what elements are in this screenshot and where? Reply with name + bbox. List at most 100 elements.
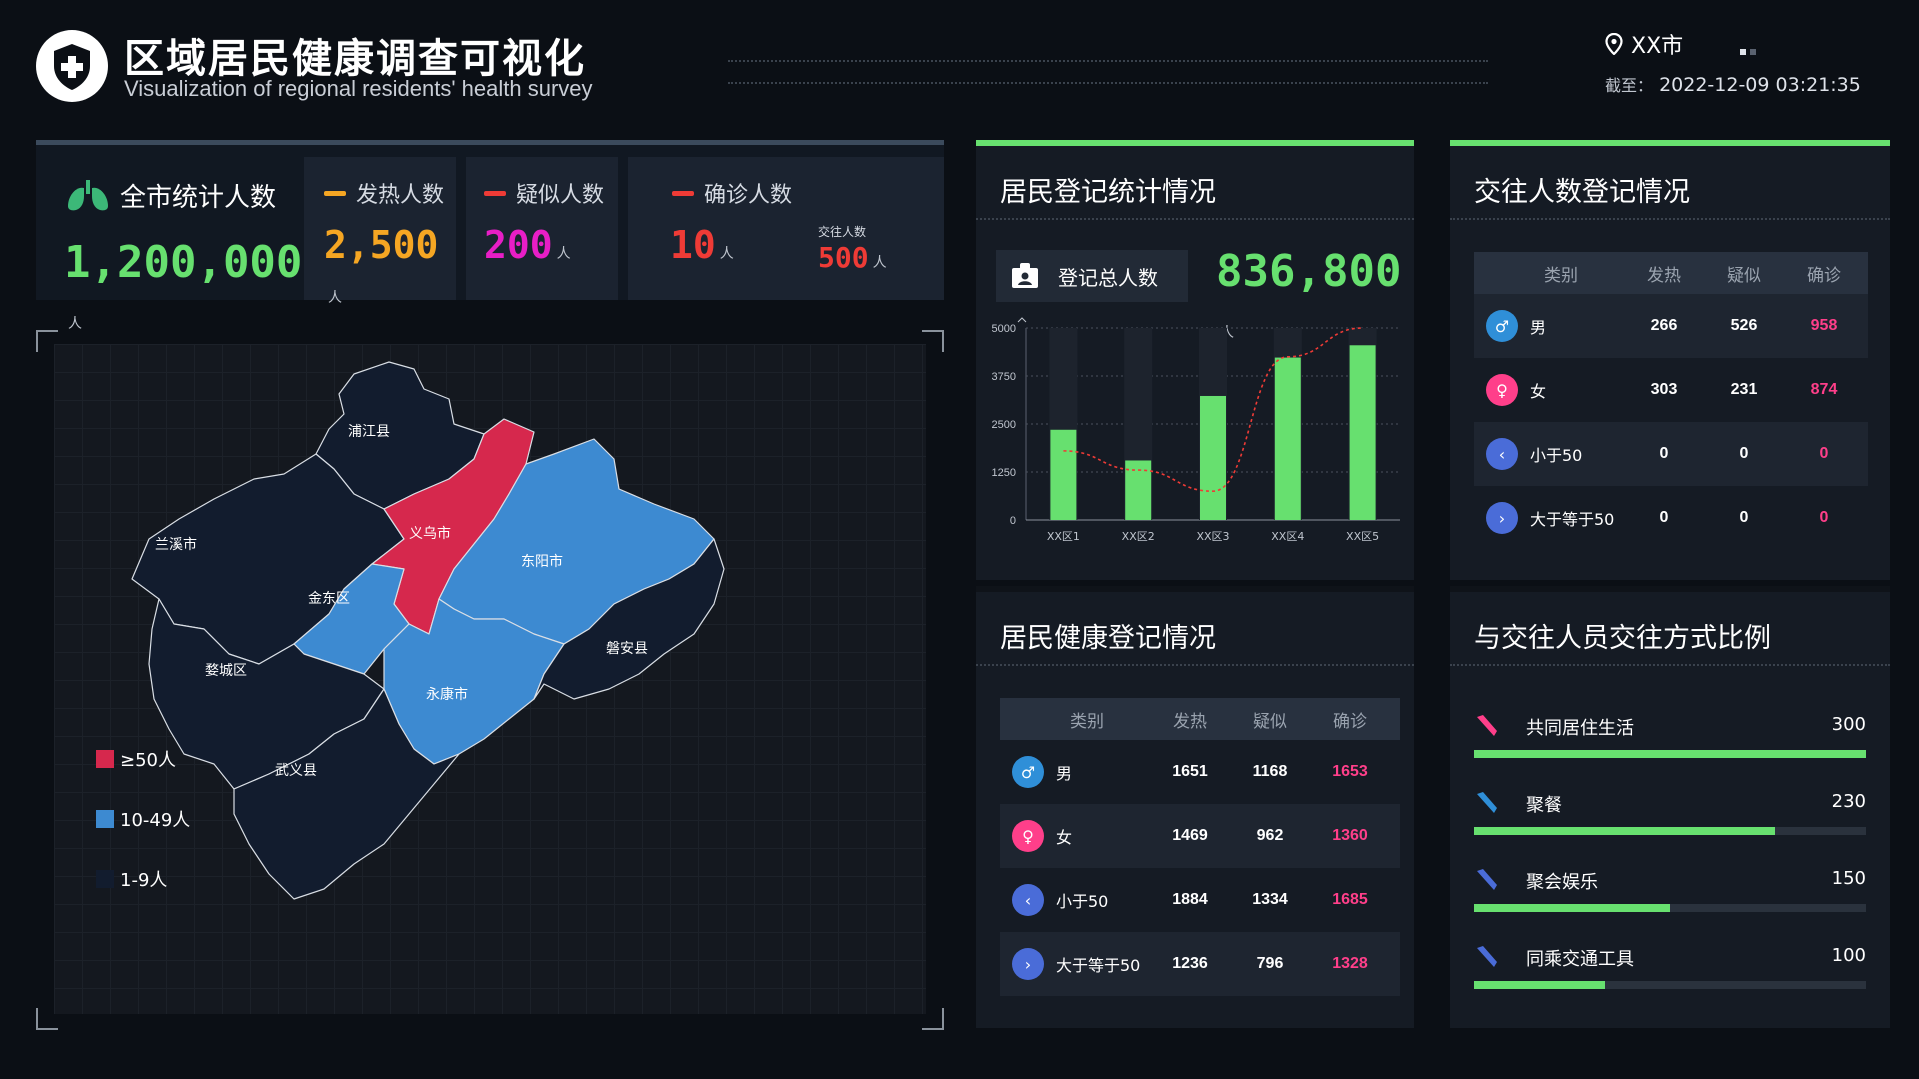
ratio-label: 聚会娱乐 <box>1526 872 1598 893</box>
region-label-lanxi: 兰溪市 <box>155 536 197 553</box>
region-jindong[interactable] <box>293 563 410 675</box>
ratio-item[interactable]: 共同居住生活 300 <box>1474 704 1866 781</box>
region-panan[interactable] <box>533 538 725 700</box>
stat-suspect: 疑似人数 200 人 <box>466 157 618 300</box>
stat-confirmed: 确诊人数 10 人 交往人数 500 人 <box>628 157 944 300</box>
legend-item[interactable]: 10-49人 <box>96 804 190 834</box>
region-wuyi[interactable] <box>233 688 460 900</box>
header-category: 类别 <box>1070 711 1104 732</box>
chevron-left-icon: ‹ <box>1012 884 1044 916</box>
y-tick-label: 3750 <box>992 371 1016 383</box>
row-category: 大于等于50 <box>1056 956 1141 975</box>
registration-title: 居民登记统计情况 <box>1000 177 1216 208</box>
ratio-panel: 与交往人员交往方式比例 共同居住生活 300 聚餐 230 聚会娱乐 150 同乘交通工具 1… <box>1450 586 1890 1028</box>
stat-contacts-value: 500 人 <box>818 241 887 274</box>
panel-divider <box>976 664 1414 666</box>
female-icon: ♀ <box>1486 374 1518 406</box>
bar <box>1200 395 1226 520</box>
table-row[interactable]: ♂ 男 266 526 958 <box>1474 294 1868 358</box>
header-fever: 发热 <box>1173 711 1207 731</box>
chevron-left-icon: ‹ <box>1486 438 1518 470</box>
row-suspect: 796 <box>1256 955 1284 972</box>
map-canvas: 浦江县 兰溪市 义乌市 东阳市 金东区 婺城区 永康市 磐安县 武义县 ≥50人… <box>54 344 926 1014</box>
row-confirmed: 1653 <box>1332 763 1368 780</box>
ratio-value: 150 <box>1831 868 1866 889</box>
brush-stroke-icon <box>1477 715 1497 736</box>
table-row[interactable]: ‹ 小于50 1884 1334 1685 <box>1000 868 1400 932</box>
row-category: 大于等于50 <box>1530 510 1615 529</box>
row-fever: 1884 <box>1172 891 1208 908</box>
region-label-wuyi: 武义县 <box>275 763 317 779</box>
legend-item[interactable]: 1-9人 <box>96 864 190 894</box>
ratio-label: 聚餐 <box>1526 795 1562 816</box>
corner-bl <box>36 1008 58 1030</box>
row-fever: 303 <box>1650 381 1678 398</box>
y-tick-label: 0 <box>1010 515 1016 527</box>
table-row[interactable]: ♀ 女 303 231 874 <box>1474 358 1868 422</box>
shield-plus-logo-icon <box>36 30 108 102</box>
stat-fever-label: 发热人数 <box>356 183 445 208</box>
table-header: 类别 发热 疑似 确诊 <box>1000 698 1400 740</box>
ratio-item[interactable]: 聚会娱乐 150 <box>1474 858 1866 935</box>
row-fever: 1236 <box>1172 955 1208 972</box>
contacts-title: 交往人数登记情况 <box>1474 177 1690 208</box>
legend-swatch-high <box>96 750 114 768</box>
x-tick-label: XX区2 <box>1122 530 1155 543</box>
row-fever: 0 <box>1659 509 1669 526</box>
suspect-dash-icon <box>484 190 506 196</box>
ratio-list: 共同居住生活 300 聚餐 230 聚会娱乐 150 同乘交通工具 100 <box>1474 704 1866 1012</box>
region-label-yiwu: 义乌市 <box>409 525 451 542</box>
fever-dash-icon <box>324 190 346 196</box>
x-tick-label: XX区1 <box>1047 530 1080 543</box>
timestamp-label: 截至： <box>1605 76 1654 95</box>
table-row[interactable]: ♀ 女 1469 962 1360 <box>1000 804 1400 868</box>
row-category: 男 <box>1056 764 1073 783</box>
row-confirmed: 0 <box>1819 509 1829 526</box>
location-pin-icon <box>1605 33 1623 55</box>
chevron-right-icon: › <box>1012 948 1044 980</box>
ratio-item[interactable]: 聚餐 230 <box>1474 781 1866 858</box>
registration-total-label: 登记总人数 <box>1058 265 1158 290</box>
row-confirmed: 874 <box>1810 381 1838 398</box>
header-confirmed: 确诊 <box>1807 265 1841 285</box>
row-suspect: 0 <box>1739 509 1749 526</box>
row-category: 小于50 <box>1530 446 1583 465</box>
ratio-track <box>1474 904 1866 912</box>
x-tick-label: XX区5 <box>1346 530 1379 543</box>
x-tick-label: XX区4 <box>1271 530 1304 543</box>
stat-confirmed-label: 确诊人数 <box>704 183 793 208</box>
stat-total-label: 全市统计人数 <box>120 183 277 213</box>
legend-label: 10-49人 <box>120 810 191 831</box>
ratio-label: 共同居住生活 <box>1526 718 1634 739</box>
page-subtitle: Visualization of regional residents' hea… <box>124 76 593 101</box>
row-confirmed: 958 <box>1810 317 1838 334</box>
row-fever: 1469 <box>1172 827 1208 844</box>
ratio-track <box>1474 827 1866 835</box>
registration-total-box: 登记总人数 <box>996 250 1188 302</box>
bar <box>1274 357 1301 520</box>
table-row[interactable]: ‹ 小于50 0 0 0 <box>1474 422 1868 486</box>
stat-fever: 发热人数 2,500人 <box>304 157 456 306</box>
header-category: 类别 <box>1544 265 1578 286</box>
region-label-panan: 磐安县 <box>606 641 648 657</box>
header-fever: 发热 <box>1647 265 1681 285</box>
ratio-title: 与交往人员交往方式比例 <box>1474 623 1771 654</box>
table-row[interactable]: ♂ 男 1651 1168 1653 <box>1000 740 1400 804</box>
table-row[interactable]: › 大于等于50 1236 796 1328 <box>1000 932 1400 996</box>
ratio-fill <box>1474 750 1866 758</box>
male-icon: ♂ <box>1012 756 1044 788</box>
header-suspect: 疑似 <box>1253 711 1287 731</box>
chevron-right-icon: › <box>1486 502 1518 534</box>
registration-panel: 居民登记统计情况 登记总人数 836,800人 0125025003750500… <box>976 140 1414 580</box>
table-row[interactable]: › 大于等于50 0 0 0 <box>1474 486 1868 550</box>
legend-swatch-mid <box>96 810 114 828</box>
panel-divider <box>1450 664 1890 666</box>
stat-suspect-label: 疑似人数 <box>516 183 605 208</box>
pager-dots[interactable] <box>1740 40 1760 59</box>
timestamp-value: 2022-12-09 03:21:35 <box>1659 74 1861 96</box>
city-selector[interactable]: XX市 <box>1605 28 1683 60</box>
ratio-label: 同乘交通工具 <box>1526 949 1634 970</box>
legend-item[interactable]: ≥50人 <box>96 744 190 774</box>
ratio-item[interactable]: 同乘交通工具 100 <box>1474 935 1866 1012</box>
row-category: 小于50 <box>1056 892 1109 911</box>
